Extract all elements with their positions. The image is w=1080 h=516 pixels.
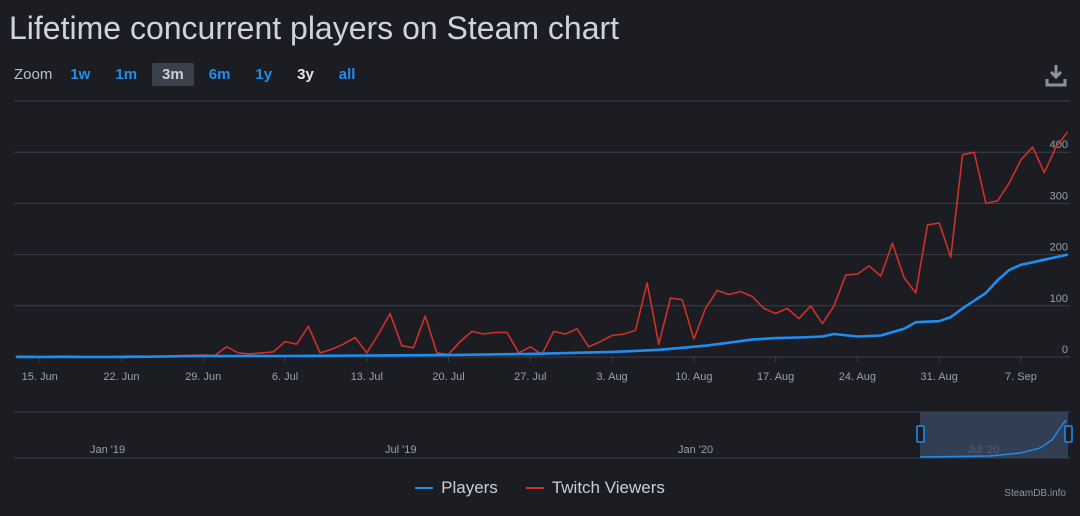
legend-item-players[interactable]: Players bbox=[415, 478, 498, 498]
y-tick-label: 200 bbox=[1050, 242, 1068, 254]
zoom-bar: Zoom 1w 1m 3m 6m 1y 3y all bbox=[14, 61, 370, 87]
zoom-button-1m[interactable]: 1m bbox=[115, 65, 138, 83]
x-tick-label: 27. Jul bbox=[514, 371, 546, 383]
download-icon[interactable] bbox=[1044, 62, 1068, 88]
legend-item-twitch-viewers[interactable]: Twitch Viewers bbox=[525, 478, 665, 498]
series-layer bbox=[16, 131, 1069, 359]
navigator-tick-label: Jul '19 bbox=[385, 444, 416, 456]
zoom-label: Zoom bbox=[14, 65, 53, 83]
zoom-button-3y[interactable]: 3y bbox=[297, 65, 314, 83]
x-tick-label: 24. Aug bbox=[839, 371, 876, 383]
legend-label-twitch-viewers: Twitch Viewers bbox=[551, 478, 665, 497]
x-tick-label: 7. Sep bbox=[1005, 371, 1037, 383]
navigator-handle-left[interactable] bbox=[916, 425, 925, 443]
y-tick-label: 100 bbox=[1050, 293, 1068, 305]
navigator-tick-label: Jan '19 bbox=[90, 444, 125, 456]
chart-legend: Players Twitch Viewers bbox=[0, 478, 1080, 498]
x-axis: 15. Jun 22. Jun 29. Jun 6. Jul 13. Jul 20. Ju… bbox=[22, 357, 1037, 383]
navigator-series-line bbox=[919, 419, 1067, 458]
chart-title: Lifetime concurrent players on Steam cha… bbox=[9, 10, 620, 46]
legend-line-twitch-viewers bbox=[525, 487, 544, 489]
navigator-selection[interactable] bbox=[920, 412, 1068, 458]
navigator-handle-right[interactable] bbox=[1064, 425, 1073, 443]
x-tick-label: 31. Aug bbox=[921, 371, 958, 383]
y-tick-label: 300 bbox=[1050, 190, 1068, 202]
x-tick-label: 13. Jul bbox=[351, 371, 383, 383]
x-tick-label: 10. Aug bbox=[675, 371, 712, 383]
legend-line-players bbox=[415, 487, 434, 489]
x-tick-label: 15. Jun bbox=[22, 371, 58, 383]
x-tick-label: 22. Jun bbox=[103, 371, 139, 383]
y-tick-label: 0 bbox=[1062, 344, 1068, 356]
series-line-players bbox=[16, 253, 1068, 359]
x-tick-label: 6. Jul bbox=[272, 371, 298, 383]
credit-text: SteamDB.info bbox=[1004, 488, 1066, 499]
y-axis: 0 100 200 300 400 bbox=[1050, 139, 1068, 356]
zoom-button-all[interactable]: all bbox=[338, 65, 356, 83]
zoom-button-3m[interactable]: 3m bbox=[152, 62, 194, 86]
zoom-button-6m[interactable]: 6m bbox=[208, 65, 231, 83]
zoom-button-1y[interactable]: 1y bbox=[255, 65, 273, 83]
legend-label-players: Players bbox=[441, 478, 498, 497]
navigator-tick-label: Jan '20 bbox=[678, 444, 713, 456]
x-tick-label: 20. Jul bbox=[432, 371, 464, 383]
series-line-twitch-viewers bbox=[16, 131, 1069, 358]
y-tick-label: 400 bbox=[1050, 139, 1068, 151]
x-tick-label: 3. Aug bbox=[596, 371, 627, 383]
x-tick-label: 17. Aug bbox=[757, 371, 794, 383]
chart-grid bbox=[14, 100, 1070, 358]
x-tick-label: 29. Jun bbox=[185, 371, 221, 383]
zoom-button-1w[interactable]: 1w bbox=[70, 65, 91, 83]
